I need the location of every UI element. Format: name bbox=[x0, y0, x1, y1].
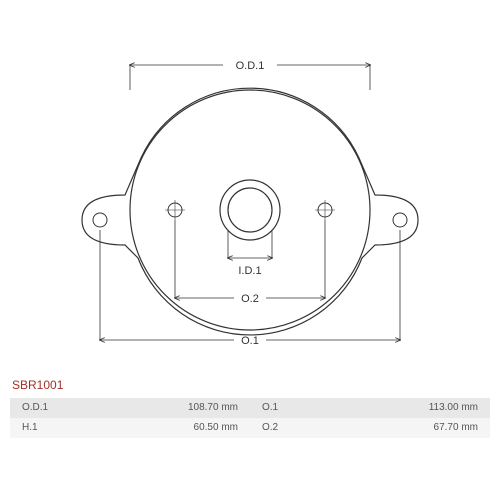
dim-label-od1: O.D.1 bbox=[236, 60, 265, 72]
table-row: H.1 60.50 mm O.2 67.70 mm bbox=[10, 418, 490, 438]
bolt-hole-left bbox=[165, 200, 185, 220]
dimension-o2: O.2 bbox=[175, 220, 325, 305]
center-boss-inner bbox=[228, 188, 272, 232]
technical-drawing: O.D.1 I.D.1 O.2 O.1 bbox=[40, 30, 460, 370]
dim-label-o1: O.1 bbox=[241, 335, 259, 347]
dim-label-id1: I.D.1 bbox=[238, 265, 261, 277]
spec-value: 113.00 mm bbox=[310, 398, 490, 418]
dim-label-o2: O.2 bbox=[241, 293, 259, 305]
table-row: O.D.1 108.70 mm O.1 113.00 mm bbox=[10, 398, 490, 418]
bolt-hole-right bbox=[315, 200, 335, 220]
spec-label: O.2 bbox=[250, 418, 310, 438]
spec-table: O.D.1 108.70 mm O.1 113.00 mm H.1 60.50 … bbox=[10, 398, 490, 438]
spec-label: O.1 bbox=[250, 398, 310, 418]
dimension-id1: I.D.1 bbox=[228, 230, 272, 277]
ear-hole-left bbox=[93, 213, 107, 227]
center-boss-outer bbox=[220, 180, 280, 240]
spec-value: 108.70 mm bbox=[70, 398, 250, 418]
spec-value: 67.70 mm bbox=[310, 418, 490, 438]
dimension-od1: O.D.1 bbox=[130, 60, 370, 90]
ear-hole-right bbox=[393, 213, 407, 227]
spec-label: H.1 bbox=[10, 418, 70, 438]
spec-label: O.D.1 bbox=[10, 398, 70, 418]
spec-value: 60.50 mm bbox=[70, 418, 250, 438]
part-number: SBR1001 bbox=[12, 378, 63, 392]
